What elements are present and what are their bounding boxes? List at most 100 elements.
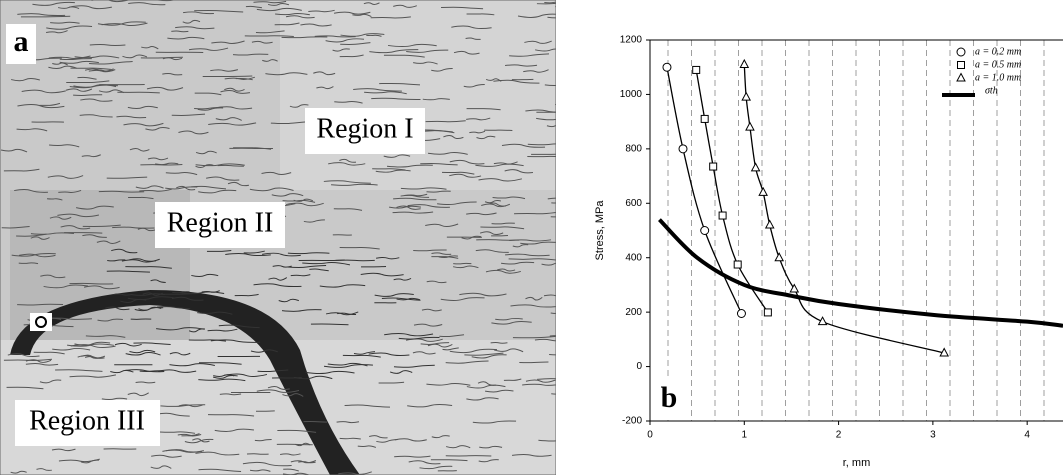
crack bbox=[503, 378, 522, 381]
x-tick-label: 2 bbox=[836, 430, 842, 441]
crack bbox=[393, 364, 435, 368]
crack bbox=[442, 347, 459, 351]
crack bbox=[158, 369, 197, 373]
crack bbox=[232, 53, 269, 56]
crack bbox=[413, 323, 443, 327]
crack bbox=[328, 162, 366, 166]
crack bbox=[57, 6, 80, 10]
crack bbox=[48, 65, 77, 69]
crack bbox=[519, 361, 549, 364]
crack bbox=[74, 341, 111, 346]
crack bbox=[271, 193, 304, 197]
crack bbox=[277, 429, 317, 433]
crack bbox=[224, 87, 245, 92]
crack bbox=[490, 341, 508, 344]
marker bbox=[957, 61, 965, 69]
x-tick-label: 3 bbox=[930, 430, 936, 441]
crack bbox=[98, 89, 125, 94]
crack bbox=[466, 212, 497, 216]
crack bbox=[18, 262, 39, 265]
crack bbox=[159, 431, 196, 434]
marker bbox=[718, 211, 727, 220]
crack bbox=[156, 306, 191, 310]
crack bbox=[267, 386, 290, 390]
crack bbox=[360, 272, 404, 277]
crack bbox=[10, 78, 40, 82]
crack bbox=[150, 279, 166, 283]
crack bbox=[316, 86, 334, 90]
crack bbox=[491, 320, 532, 325]
crack bbox=[261, 171, 292, 175]
crack bbox=[342, 354, 381, 358]
panel-label: b bbox=[661, 381, 678, 414]
crack bbox=[52, 347, 91, 351]
crack bbox=[195, 163, 245, 167]
crack bbox=[287, 265, 327, 268]
crack bbox=[479, 231, 504, 236]
x-tick-label: 0 bbox=[647, 430, 653, 441]
crack bbox=[177, 433, 200, 436]
crack bbox=[353, 88, 402, 92]
crack bbox=[372, 168, 406, 171]
crack bbox=[509, 239, 552, 242]
crack bbox=[257, 369, 289, 373]
crack bbox=[105, 306, 130, 311]
crack bbox=[135, 185, 164, 189]
crack bbox=[523, 69, 549, 73]
crack bbox=[352, 13, 372, 18]
crack bbox=[171, 113, 206, 116]
crack bbox=[162, 449, 204, 453]
micrograph: a Region I Region II Region III bbox=[0, 0, 556, 475]
crack bbox=[191, 273, 219, 278]
crack bbox=[555, 5, 556, 8]
crack bbox=[310, 323, 349, 326]
crack bbox=[393, 197, 437, 201]
crack bbox=[422, 98, 450, 101]
crack bbox=[536, 111, 556, 113]
crack bbox=[206, 250, 232, 252]
crack bbox=[131, 293, 165, 296]
crack bbox=[215, 117, 242, 121]
crack bbox=[40, 274, 66, 279]
crack bbox=[6, 386, 44, 390]
y-tick-label: 1000 bbox=[620, 89, 643, 100]
crack bbox=[426, 190, 451, 193]
crack bbox=[437, 201, 477, 205]
crack bbox=[140, 56, 183, 59]
crack bbox=[210, 339, 261, 343]
crack bbox=[197, 311, 233, 315]
crack bbox=[50, 21, 80, 24]
crack bbox=[505, 253, 550, 257]
crack bbox=[234, 293, 259, 297]
crack bbox=[370, 16, 411, 19]
marker bbox=[709, 162, 718, 171]
crack bbox=[375, 256, 400, 260]
crack bbox=[30, 232, 75, 235]
crack bbox=[97, 318, 123, 322]
legend-label: a = 1.0 mm bbox=[975, 72, 1021, 83]
marker bbox=[956, 47, 966, 57]
marker bbox=[939, 347, 950, 357]
crack bbox=[192, 438, 210, 443]
crack bbox=[120, 298, 147, 303]
crack bbox=[0, 148, 28, 153]
crack bbox=[101, 22, 148, 27]
crack bbox=[69, 282, 114, 285]
crack bbox=[459, 292, 507, 297]
crack bbox=[308, 9, 335, 13]
crack bbox=[283, 468, 299, 472]
crack bbox=[514, 211, 556, 215]
crack bbox=[339, 158, 357, 163]
crack bbox=[511, 453, 552, 457]
crack bbox=[30, 236, 50, 240]
crack bbox=[267, 3, 290, 6]
label-box bbox=[6, 24, 36, 64]
y-tick-label: 1200 bbox=[620, 35, 643, 46]
marker bbox=[764, 219, 775, 229]
crack bbox=[493, 348, 524, 353]
crack bbox=[197, 107, 224, 111]
crack bbox=[84, 68, 114, 72]
y-tick-label: 200 bbox=[625, 307, 642, 318]
crack bbox=[14, 189, 48, 193]
